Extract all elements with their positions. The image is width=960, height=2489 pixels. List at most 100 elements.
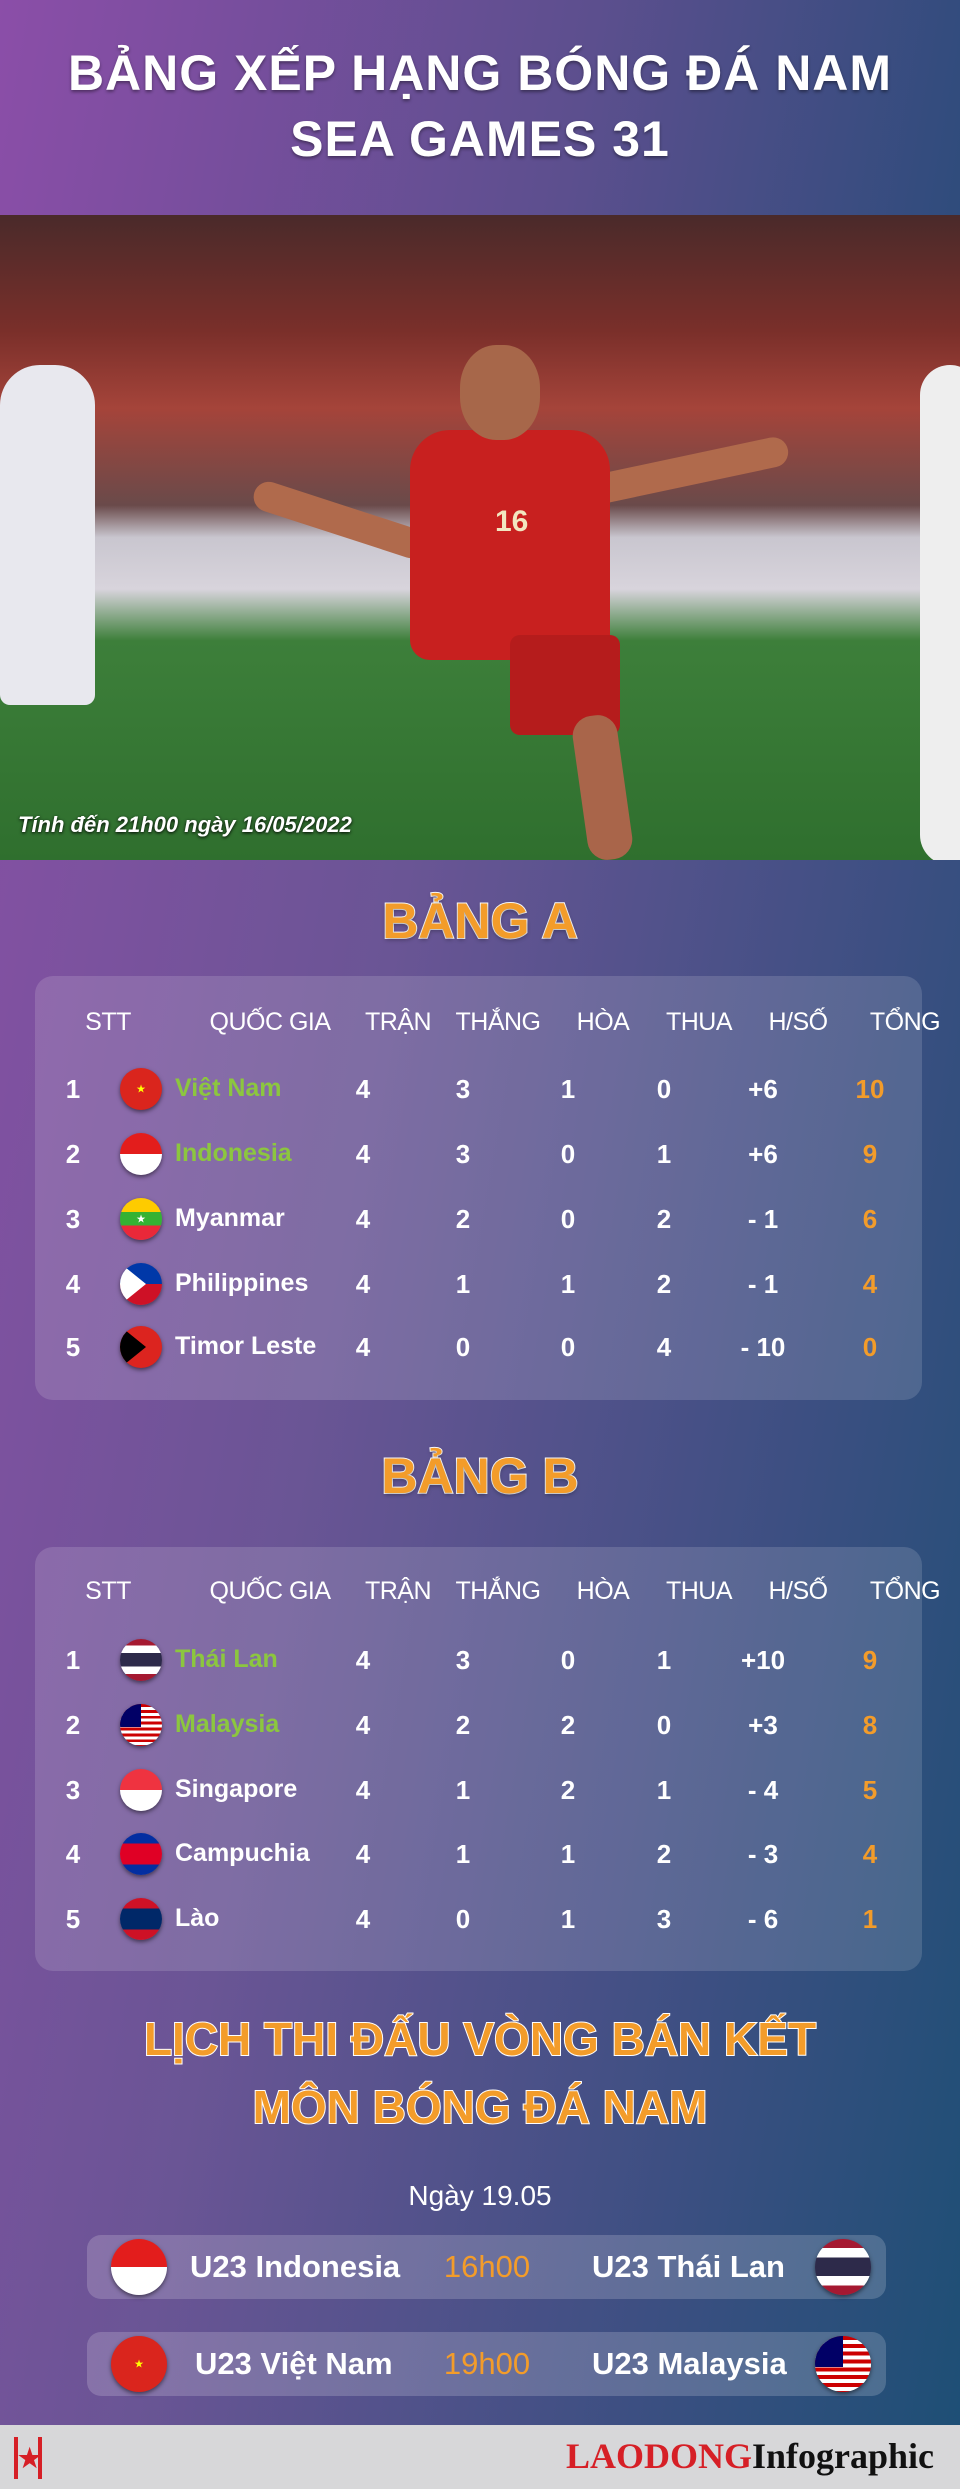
cell-drawn: 1 [560,1269,576,1299]
cell-played: 4 [355,1904,371,1934]
cell-gd: +3 [748,1710,778,1740]
team-name: Indonesia [175,1139,292,1167]
vietnam-flag-icon: ★ [120,1068,162,1110]
laodong-logo-icon: ★ [14,2437,42,2479]
column-header: H/SỐ [768,1008,828,1036]
cell-stt: 4 [65,1839,81,1869]
brand-logo: LAODONGInfographic [566,2435,934,2477]
column-header: TỔNG [869,1577,941,1605]
vietnam-flag-icon: ★ [111,2336,167,2392]
cell-played: 4 [355,1775,371,1805]
timor-leste-flag-icon [120,1326,162,1368]
singapore-flag-icon [120,1769,162,1811]
column-header: HÒA [576,1577,630,1605]
cell-pts: 4 [862,1839,878,1869]
group-title: BẢNG A [381,892,578,950]
cell-played: 4 [355,1204,371,1234]
team-name: Myanmar [175,1204,285,1232]
team-name: Timor Leste [175,1332,317,1360]
team-name: Malaysia [175,1710,280,1738]
cell-gd: - 1 [747,1204,779,1234]
cell-lost: 1 [656,1139,672,1169]
cell-lost: 3 [656,1904,672,1934]
cell-pts: 8 [862,1710,878,1740]
cell-stt: 5 [65,1332,81,1362]
cell-won: 3 [455,1139,471,1169]
brand-suffix: Infographic [751,2436,934,2476]
indonesia-flag-icon [120,1133,162,1175]
cell-played: 4 [355,1645,371,1675]
schedule-date: Ngày 19.05 [408,2180,552,2211]
cell-won: 2 [455,1710,471,1740]
cell-stt: 3 [65,1775,81,1805]
team-name: Philippines [175,1269,309,1297]
cell-stt: 1 [65,1645,81,1675]
column-header: TRẬN [364,1577,432,1605]
standings-table: STT QUỐC GIA TRẬN THẮNG HÒA THUA H/SỐ TỔNG 1 ★ Việ… [35,976,941,1400]
cell-drawn: 0 [560,1645,576,1675]
cell-gd: - 1 [747,1269,779,1299]
column-header: THUA [665,1577,733,1605]
cell-lost: 1 [656,1645,672,1675]
column-header: QUỐC GIA [209,1008,331,1036]
team-name: Singapore [175,1775,298,1803]
thailand-flag-icon [815,2239,871,2295]
cell-pts: 5 [862,1775,878,1805]
column-header: HÒA [576,1008,630,1036]
home-team: U23 Indonesia [190,2249,401,2284]
column-header: TRẬN [364,1008,432,1036]
cell-won: 1 [455,1775,471,1805]
cell-gd: - 3 [747,1839,779,1869]
cell-gd: +6 [748,1074,778,1104]
cell-stt: 2 [65,1710,81,1740]
cell-drawn: 1 [560,1904,576,1934]
cell-lost: 0 [656,1710,672,1740]
title-line-2: SEA GAMES 31 [290,111,670,167]
column-header: STT [85,1008,131,1036]
cell-gd: - 10 [740,1332,786,1362]
cell-won: 1 [455,1839,471,1869]
cell-won: 3 [455,1074,471,1104]
indonesia-flag-icon [111,2239,167,2295]
cambodia-flag-icon [120,1833,162,1875]
malaysia-flag-icon [815,2336,871,2392]
player-head [460,345,540,440]
team-name: Campuchia [175,1839,310,1867]
away-team: U23 Thái Lan [592,2249,785,2284]
match-card: ★ U23 Việt Nam 19h00 U23 Malaysia [87,2332,886,2396]
cell-won: 0 [455,1332,471,1362]
away-team: U23 Malaysia [592,2346,787,2381]
cell-gd: - 4 [747,1775,779,1805]
column-header: THUA [665,1008,733,1036]
footer: ★ LAODONGInfographic [0,2425,960,2489]
cell-played: 4 [355,1139,371,1169]
cell-drawn: 0 [560,1204,576,1234]
cell-drawn: 0 [560,1332,576,1362]
cell-played: 4 [355,1710,371,1740]
cell-lost: 2 [656,1269,672,1299]
cell-won: 2 [455,1204,471,1234]
schedule-title-1: LỊCH THI ĐẤU VÒNG BÁN KẾT [143,2012,817,2066]
brand-name: LAODONG [565,2436,752,2476]
jersey-number: 16 [495,505,529,538]
cell-stt: 1 [65,1074,81,1104]
cell-drawn: 1 [560,1839,576,1869]
column-header: THẮNG [455,1577,542,1605]
cell-gd: - 6 [747,1904,779,1934]
team-name: Thái Lan [175,1645,278,1673]
malaysia-flag-icon [120,1704,162,1746]
schedule-title-2: MÔN BÓNG ĐÁ NAM [252,2080,709,2134]
cell-won: 0 [455,1904,471,1934]
column-header: QUỐC GIA [209,1577,331,1605]
cell-pts: 4 [862,1269,878,1299]
cell-gd: +10 [740,1645,786,1675]
cell-played: 4 [355,1269,371,1299]
cell-stt: 2 [65,1139,81,1169]
cell-played: 4 [355,1074,371,1104]
cell-gd: +6 [748,1139,778,1169]
cell-stt: 4 [65,1269,81,1299]
laos-flag-icon [120,1898,162,1940]
column-header: THẮNG [455,1008,542,1036]
team-name: Lào [175,1904,220,1932]
player-jersey [410,430,610,660]
